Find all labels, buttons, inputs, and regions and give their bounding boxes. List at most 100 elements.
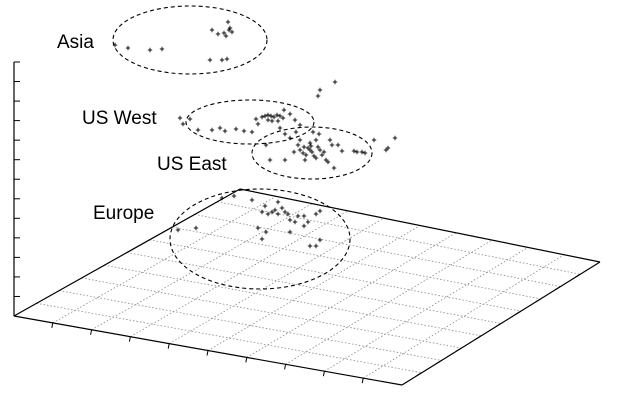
europe-point <box>269 209 275 215</box>
floor-back-left-edge <box>13 188 241 317</box>
asia-point <box>125 45 131 51</box>
us-east-point <box>392 135 398 141</box>
us-east-point <box>351 148 357 154</box>
us-east-point <box>267 157 273 163</box>
floor-grid-line <box>91 203 313 331</box>
europe-point <box>301 213 307 219</box>
europe-point <box>249 197 255 203</box>
floor-frame <box>13 188 601 386</box>
europe-point <box>287 217 293 223</box>
europe-point <box>272 207 278 213</box>
us-east-point <box>277 125 283 131</box>
asia-point <box>221 30 227 36</box>
us-east-point <box>307 140 313 146</box>
europe-label: Europe <box>93 203 154 224</box>
us-east-point <box>293 129 299 135</box>
floor-back-right-edge <box>239 188 601 263</box>
us-east-point <box>303 152 309 158</box>
us-west-point <box>233 126 239 132</box>
us-east-point <box>313 137 319 143</box>
us-west-point <box>268 113 274 119</box>
us-east-point <box>305 145 311 151</box>
floor-grid-line <box>217 201 581 275</box>
cluster-labels: Asia US West US East Europe <box>57 32 227 224</box>
us-east-point <box>310 129 316 135</box>
asia-point <box>219 57 225 63</box>
us-west-point <box>217 125 223 131</box>
us-east-point <box>385 145 391 151</box>
us-west-point <box>297 122 303 128</box>
us-east-point <box>287 135 293 141</box>
us-west-point <box>265 117 271 123</box>
europe-point <box>255 225 261 231</box>
us-west-point <box>259 114 265 120</box>
us-east-point <box>295 142 301 148</box>
asia-point <box>226 27 232 33</box>
europe-point <box>175 227 181 233</box>
europe-point <box>292 219 298 225</box>
us-west-point <box>281 107 287 113</box>
us-east-point <box>383 147 389 153</box>
asia-point <box>229 29 235 35</box>
asia-point <box>147 47 153 53</box>
us-east-point <box>282 157 288 163</box>
asia-point <box>209 27 215 33</box>
us-east-point <box>302 157 308 163</box>
us-east-point <box>315 93 321 99</box>
floor-grid-line <box>104 264 482 337</box>
floor-grid-line <box>194 214 561 287</box>
us-east-point <box>316 131 322 137</box>
us-west-point <box>269 118 275 124</box>
us-east-point <box>359 149 365 155</box>
us-east-point <box>291 149 297 155</box>
europe-point <box>219 195 225 201</box>
europe-point <box>317 237 323 243</box>
us-east-point <box>308 143 314 149</box>
us-east-ellipse <box>251 126 373 180</box>
asia-point <box>215 31 221 37</box>
europe-point <box>193 225 199 231</box>
us-west-point <box>271 114 277 120</box>
europe-point <box>305 219 311 225</box>
europe-point <box>262 203 268 209</box>
europe-point <box>301 223 307 229</box>
us-east-point <box>331 165 337 171</box>
europe-point <box>263 229 269 235</box>
floor-edge-tick <box>206 350 209 356</box>
asia-point <box>159 46 165 52</box>
europe-point <box>307 243 313 249</box>
asia-point <box>112 42 118 48</box>
us-east-point <box>325 159 331 165</box>
floor-edge-tick <box>90 329 93 335</box>
floor-grid-line <box>285 239 493 365</box>
asia-ellipse <box>112 5 268 75</box>
floor-edge-tick <box>167 343 170 349</box>
europe-point <box>313 243 319 249</box>
us-east-point <box>307 147 313 153</box>
us-west-point <box>209 127 215 133</box>
us-west-point <box>277 113 283 119</box>
us-west-label: US West <box>82 108 157 129</box>
europe-point <box>231 193 237 199</box>
floor-grid-line <box>172 226 541 300</box>
us-east-point <box>319 152 325 158</box>
europe-point <box>282 209 288 215</box>
us-east-point <box>313 155 319 161</box>
floor-grid <box>36 195 581 384</box>
us-east-point <box>282 131 288 137</box>
floor-grid-line <box>36 302 422 374</box>
floor-edge-tick <box>51 322 54 328</box>
us-west-point <box>275 118 281 124</box>
floor-grid-line <box>362 254 565 379</box>
us-west-point <box>280 115 286 121</box>
us-east-point <box>327 137 333 143</box>
floor-front-left-edge <box>13 315 403 386</box>
us-east-point <box>362 150 368 156</box>
us-west-point <box>222 128 228 134</box>
floor-grid-line <box>324 247 529 372</box>
europe-point <box>295 213 301 219</box>
asia-point <box>227 25 233 31</box>
floor-edge-tick <box>284 364 287 370</box>
asia-point <box>207 57 213 63</box>
us-west-point <box>255 121 261 127</box>
